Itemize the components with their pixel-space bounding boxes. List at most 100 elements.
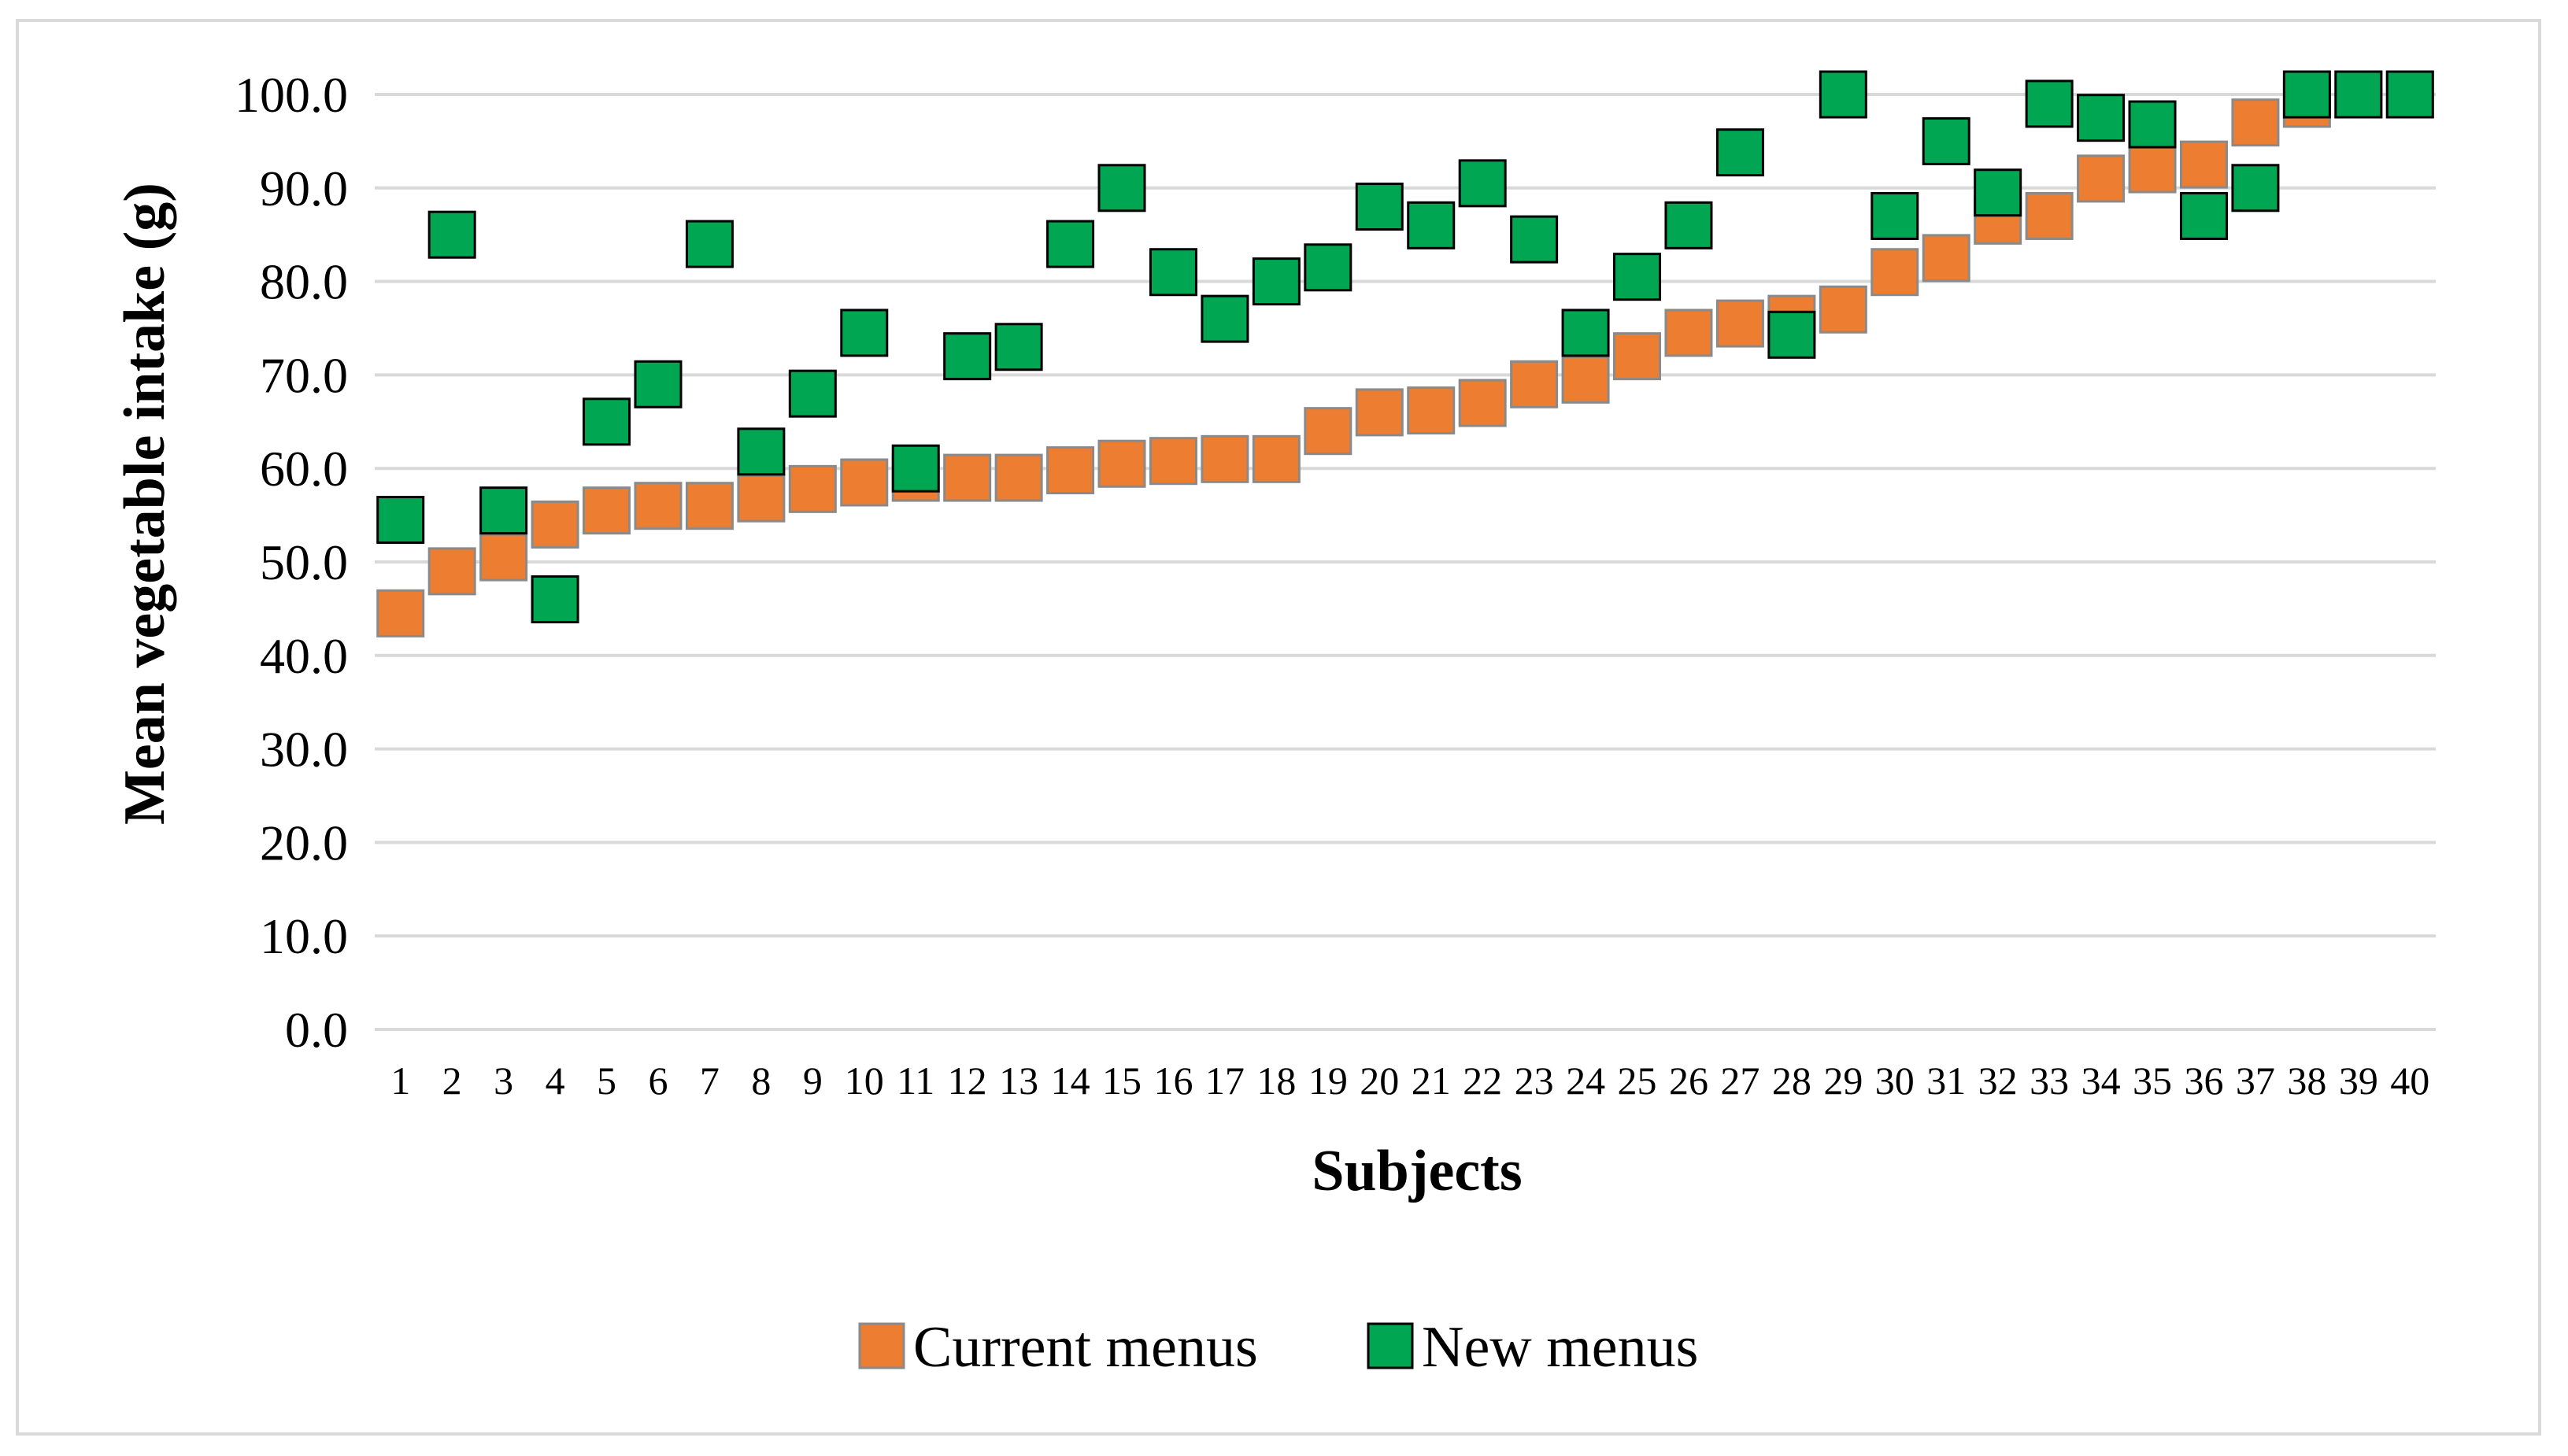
x-tick-label: 5	[597, 1059, 616, 1103]
data-point	[2025, 191, 2074, 240]
data-point	[840, 458, 889, 507]
x-tick-label: 34	[2081, 1059, 2121, 1103]
x-tick-label: 40	[2390, 1059, 2429, 1103]
x-tick-label: 16	[1153, 1059, 1193, 1103]
data-point	[1097, 439, 1146, 488]
y-axis-ticks: 0.0 10.0 20.0 30.0 40.0 50.0 60.0 70.0 80.0 90.0 1…	[235, 67, 348, 1058]
x-tick-label: 31	[1926, 1059, 1966, 1103]
data-point	[737, 474, 786, 523]
data-point	[1613, 332, 1662, 381]
y-tick-label: 0.0	[285, 1002, 348, 1058]
data-point	[427, 210, 476, 259]
data-point	[1819, 70, 1867, 119]
y-tick-label: 20.0	[260, 815, 348, 870]
data-point	[1252, 257, 1301, 306]
data-point	[1201, 294, 1249, 343]
x-tick-label: 38	[2287, 1059, 2326, 1103]
data-point	[943, 453, 992, 502]
data-point	[479, 486, 528, 535]
data-point	[1407, 386, 1456, 435]
data-point	[531, 500, 579, 549]
data-point	[1510, 215, 1559, 264]
x-tick-label: 8	[751, 1059, 771, 1103]
y-tick-label: 90.0	[260, 161, 348, 216]
series-new-menus	[376, 70, 2434, 624]
data-point	[1097, 164, 1146, 212]
data-point	[1149, 248, 1197, 297]
legend-swatch-new-menus	[1367, 1322, 1414, 1369]
data-point	[1561, 309, 1610, 357]
data-point	[2077, 154, 2126, 203]
data-point	[1870, 191, 1919, 240]
y-tick-label: 40.0	[260, 628, 348, 684]
data-point	[1252, 434, 1301, 483]
data-point	[2179, 191, 2228, 240]
data-point	[583, 397, 631, 446]
y-tick-label: 60.0	[260, 441, 348, 497]
data-point	[427, 547, 476, 596]
x-tick-label: 33	[2030, 1059, 2069, 1103]
data-point	[1561, 355, 1610, 404]
data-point	[2334, 70, 2383, 119]
data-point	[1046, 446, 1095, 495]
x-tick-label: 7	[700, 1059, 720, 1103]
x-tick-label: 37	[2236, 1059, 2275, 1103]
x-tick-label: 13	[999, 1059, 1038, 1103]
x-axis-ticks: 1 2 3 4 5 6 7 8 9 10 11 12 13 14 15 16 17 18 19 20 21 22 23 24 2…	[390, 1059, 2429, 1103]
data-point	[1304, 407, 1352, 456]
data-point	[1819, 285, 1867, 334]
data-point	[994, 323, 1043, 371]
x-tick-label: 36	[2184, 1059, 2223, 1103]
data-point	[1149, 437, 1197, 486]
x-tick-label: 9	[803, 1059, 823, 1103]
legend: Current menus New menus	[858, 1315, 1698, 1380]
data-point	[2231, 98, 2280, 147]
data-point	[2385, 70, 2434, 119]
data-point	[1355, 388, 1404, 437]
data-point	[2128, 145, 2177, 194]
x-tick-label: 14	[1051, 1059, 1090, 1103]
x-tick-label: 10	[845, 1059, 884, 1103]
data-point	[685, 482, 734, 530]
x-tick-label: 27	[1720, 1059, 1759, 1103]
x-tick-label: 30	[1875, 1059, 1915, 1103]
data-point	[891, 444, 940, 493]
data-series	[376, 70, 2434, 637]
data-point	[2025, 79, 2074, 128]
legend-swatch-current-menus	[858, 1322, 905, 1369]
x-tick-label: 4	[546, 1059, 565, 1103]
x-tick-label: 11	[897, 1059, 934, 1103]
legend-label-current-menus: Current menus	[913, 1315, 1258, 1380]
data-point	[634, 482, 683, 530]
x-tick-label: 12	[948, 1059, 987, 1103]
x-tick-label: 17	[1205, 1059, 1245, 1103]
data-point	[531, 575, 579, 624]
data-point	[840, 309, 889, 357]
data-point	[2128, 100, 2177, 149]
x-tick-label: 21	[1412, 1059, 1451, 1103]
data-point	[2179, 140, 2228, 189]
data-point	[1046, 220, 1095, 268]
data-point	[376, 589, 425, 637]
y-tick-label: 10.0	[260, 908, 348, 964]
data-point	[1974, 168, 2022, 217]
x-tick-label: 15	[1102, 1059, 1142, 1103]
data-point	[1664, 201, 1713, 249]
x-axis-title: Subjects	[1312, 1139, 1522, 1203]
y-tick-label: 100.0	[235, 67, 348, 123]
x-tick-label: 29	[1823, 1059, 1863, 1103]
series-current-menus	[376, 70, 2434, 637]
x-tick-label: 26	[1669, 1059, 1708, 1103]
x-tick-label: 19	[1308, 1059, 1348, 1103]
data-point	[1767, 310, 1816, 359]
data-point	[737, 427, 786, 476]
data-point	[1870, 248, 1919, 297]
x-tick-label: 35	[2133, 1059, 2172, 1103]
data-point	[1304, 243, 1352, 292]
data-point	[1407, 201, 1456, 249]
data-point	[1201, 434, 1249, 483]
data-point	[788, 464, 837, 513]
data-point	[1458, 159, 1507, 208]
data-point	[1458, 379, 1507, 427]
